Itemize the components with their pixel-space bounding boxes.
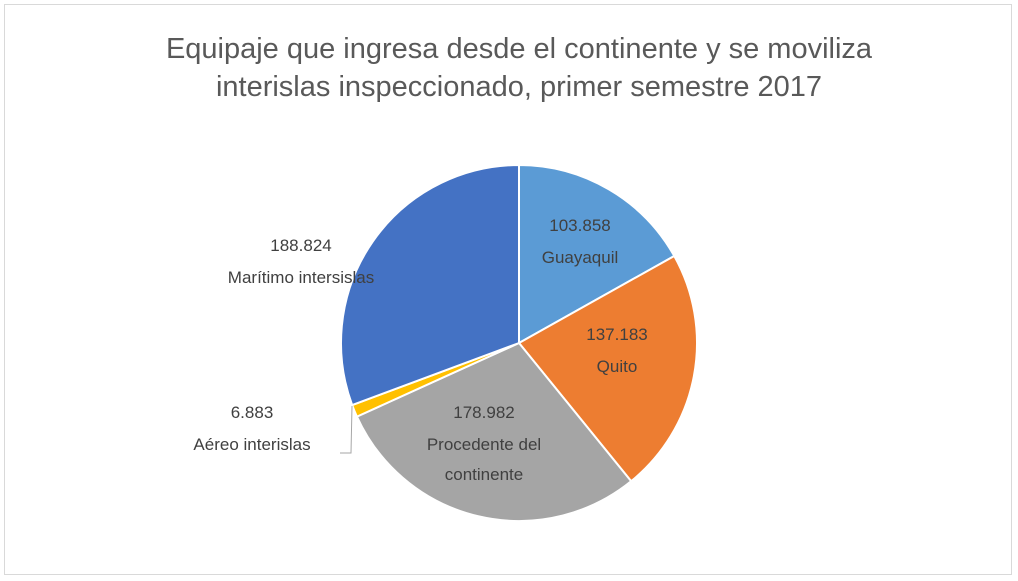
- category-label: Guayaquil: [541, 248, 619, 267]
- pie-slice: [355, 341, 633, 522]
- value-label: 103.858: [549, 216, 611, 235]
- pie-slice: [517, 254, 698, 483]
- pie-slice: [518, 163, 676, 345]
- chart-title: Equipaje que ingresa desde el continente…: [165, 33, 873, 103]
- leader-line: [340, 405, 353, 454]
- value-label: 137.183: [586, 325, 648, 344]
- value-label: 178.982: [453, 403, 515, 422]
- category-label: Aéreo interislas: [193, 435, 311, 454]
- category-label: Quito: [596, 357, 638, 376]
- chart-frame: [4, 4, 1012, 575]
- pie-slice: [340, 163, 520, 407]
- category-label: Marítimo intersislas: [227, 268, 375, 287]
- value-label: 6.883: [230, 403, 274, 422]
- value-label: 188.824: [270, 236, 332, 255]
- category-label: Procedente del continente: [426, 435, 542, 484]
